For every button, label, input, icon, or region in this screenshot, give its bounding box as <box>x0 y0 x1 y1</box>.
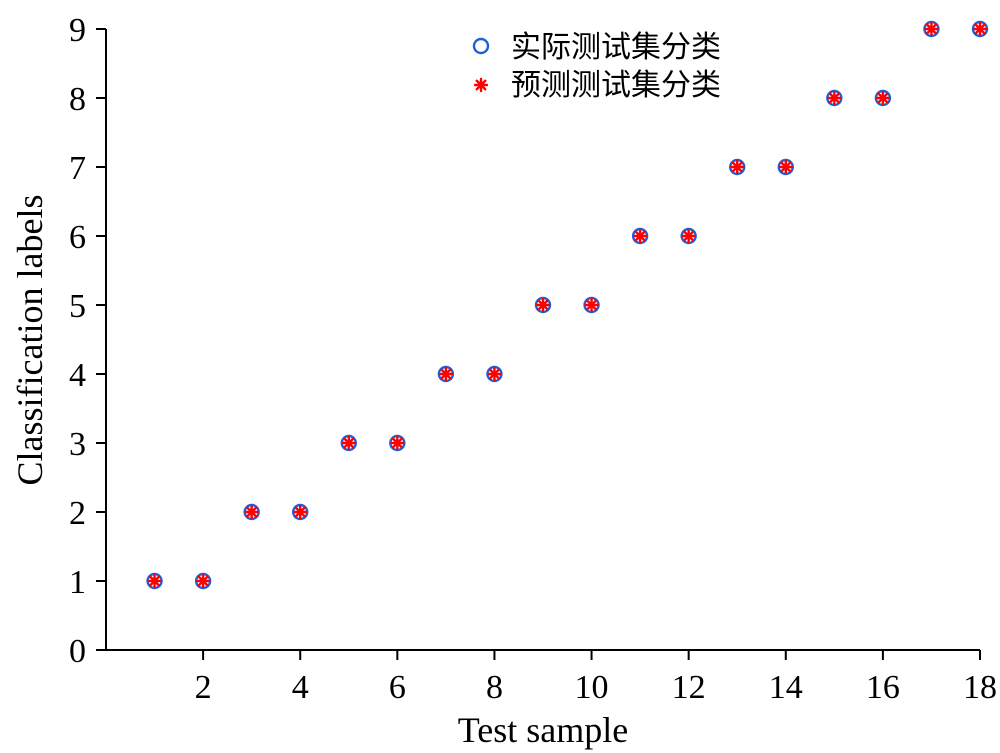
x-tick-label: 2 <box>195 669 212 706</box>
data-points <box>146 20 989 590</box>
predicted-point <box>390 435 405 451</box>
predicted-point <box>438 366 454 382</box>
y-tick-label: 9 <box>69 12 86 49</box>
legend-label-predicted: 预测测试集分类 <box>511 68 721 103</box>
x-tick-label: 10 <box>575 669 609 706</box>
y-tick-label: 2 <box>69 495 86 532</box>
predicted-point <box>195 573 211 589</box>
x-axis-title: Test sample <box>458 710 628 750</box>
predicted-point <box>147 573 162 589</box>
x-axis-ticks: 2 4 6 8 10 12 14 16 18 <box>195 650 997 706</box>
x-tick-label: 16 <box>866 669 900 706</box>
x-tick-label: 14 <box>769 669 803 706</box>
predicted-point <box>293 504 308 520</box>
legend-item-actual: 实际测试集分类 <box>472 30 721 65</box>
legend-asterisk <box>473 77 489 93</box>
y-tick-label: 6 <box>69 219 86 256</box>
predicted-point <box>827 90 842 106</box>
predicted-point <box>535 297 551 313</box>
x-tick-label: 4 <box>292 669 309 706</box>
predicted-point <box>972 21 988 37</box>
x-tick-label: 6 <box>389 669 406 706</box>
y-tick-label: 4 <box>69 357 86 394</box>
x-tick-label: 18 <box>963 669 997 706</box>
predicted-point <box>632 228 648 244</box>
x-tick-label: 12 <box>672 669 706 706</box>
legend-asterisk-marker <box>473 77 489 93</box>
y-axis-ticks: 0 1 2 3 4 5 6 7 8 9 <box>69 12 106 670</box>
legend-item-predicted: 预测测试集分类 <box>473 68 721 103</box>
predicted-point <box>875 90 891 106</box>
predicted-point <box>730 159 745 175</box>
predicted-point <box>244 504 259 520</box>
y-tick-label: 7 <box>69 150 86 187</box>
legend-circle-marker <box>472 37 490 55</box>
x-tick-label: 8 <box>486 669 503 706</box>
predicted-point <box>584 297 599 313</box>
legend: 实际测试集分类 预测测试集分类 <box>472 30 721 103</box>
axes <box>105 29 980 651</box>
predicted-point <box>778 159 793 175</box>
predicted-point <box>487 366 502 382</box>
y-tick-label: 8 <box>69 81 86 118</box>
legend-label-actual: 实际测试集分类 <box>511 30 721 65</box>
y-tick-label: 5 <box>69 288 86 325</box>
y-axis-title: Classification labels <box>10 195 50 486</box>
predicted-point <box>924 21 939 37</box>
predicted-point <box>341 435 356 451</box>
y-tick-label: 0 <box>69 633 86 670</box>
predicted-point <box>681 228 696 244</box>
y-tick-label: 1 <box>69 564 86 601</box>
y-tick-label: 3 <box>69 426 86 463</box>
